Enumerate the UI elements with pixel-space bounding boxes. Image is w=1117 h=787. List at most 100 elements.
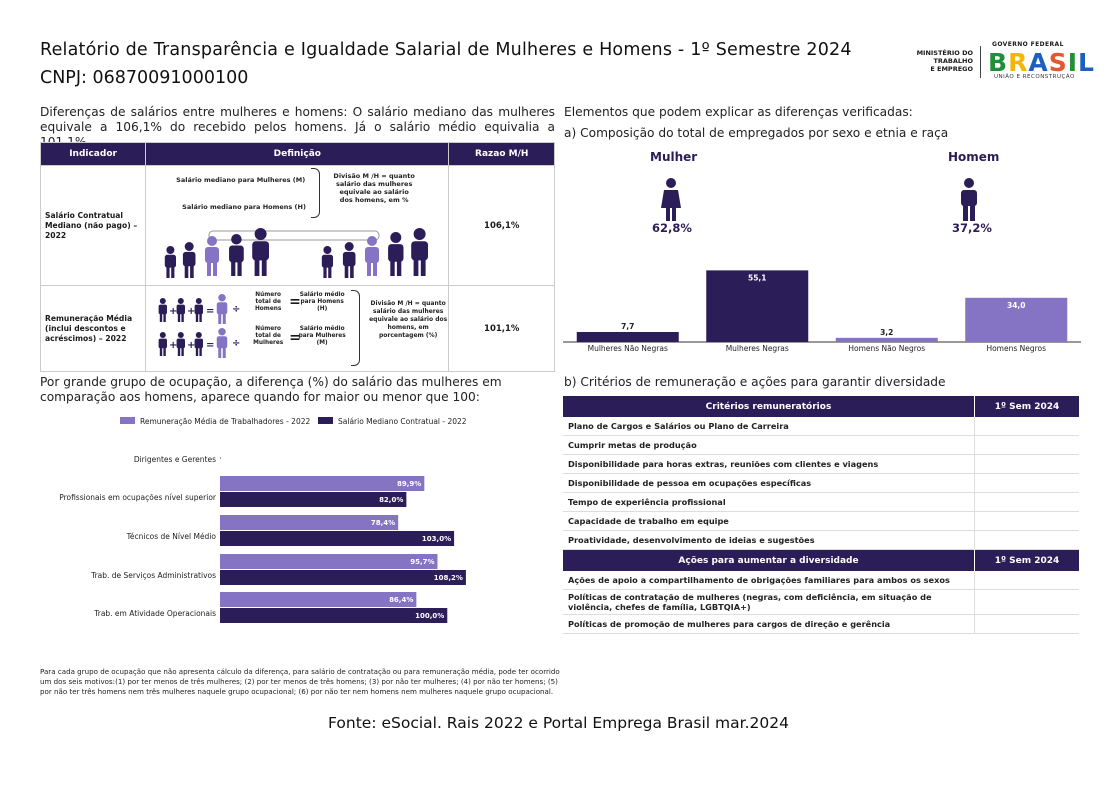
criteria-label: Capacidade de trabalho em equipe (563, 511, 975, 531)
equals-icon: = (289, 330, 301, 346)
criteria-value (974, 417, 1079, 436)
data-label: 82,0% (379, 496, 403, 504)
gov-slogan: UNIÃO E RECONSTRUÇÃO (994, 74, 1075, 80)
definition-mediano: Salário mediano para Mulheres (M) Salári… (145, 165, 450, 286)
num-mulheres: Número total de Mulheres (253, 326, 284, 346)
col-razao: Razao M/H (448, 142, 555, 166)
criteria-label: Cumprir metas de produção (563, 435, 975, 455)
category-label: Trab. em Atividade Operacionais (93, 609, 216, 618)
people-sum-icon: + + = ÷ + + = ÷ (158, 294, 241, 358)
table-row: Plano de Cargos e Salários ou Plano de C… (563, 417, 1079, 436)
col-definicao: Definição (145, 142, 450, 166)
table-row: Políticas de promoção de mulheres para c… (563, 614, 1079, 634)
data-label: 108,2% (434, 574, 463, 582)
bar (706, 270, 809, 342)
criteria-value (974, 435, 1079, 455)
mulher-pct: 62,8% (652, 221, 692, 235)
data-label: 3,2 (880, 328, 893, 337)
bar (220, 592, 417, 607)
criteria-label: Disponibilidade de pessoa em ocupações e… (563, 473, 975, 493)
bar (220, 492, 407, 507)
svg-text:÷: ÷ (232, 338, 240, 349)
legend-swatch (318, 417, 333, 424)
brace-icon (351, 290, 361, 366)
indicator-table: Indicador Definição Razao M/H Salário Co… (39, 142, 555, 372)
bar (576, 331, 679, 342)
section-a-title: a) Composição do total de empregados por… (564, 126, 949, 140)
svg-text:+: + (187, 340, 195, 351)
actions-value (974, 614, 1079, 634)
people-row-icon (164, 228, 429, 278)
razao-mediano: 106,1% (448, 165, 555, 286)
ministry-line: MINISTÉRIO DO (916, 49, 973, 57)
svg-text:÷: ÷ (232, 304, 240, 315)
homem-pct: 37,2% (952, 221, 992, 235)
svg-text:+: + (187, 306, 195, 317)
category-label: Homens Negros (986, 344, 1046, 353)
data-label: 103,0% (422, 535, 451, 543)
bar (220, 554, 438, 569)
ministry-line: E EMPREGO (930, 65, 973, 73)
criteria-label: Proatividade, desenvolvimento de ideias … (563, 530, 975, 550)
table-row: Capacidade de trabalho em equipe (563, 511, 1079, 531)
criteria-label: Plano de Cargos e Salários ou Plano de C… (563, 417, 975, 436)
table-row: Disponibilidade para horas extras, reuni… (563, 454, 1079, 474)
criteria-label: Tempo de experiência profissional (563, 492, 975, 512)
data-label: 7,7 (621, 322, 634, 331)
actions-value (974, 571, 1079, 590)
ministry-line: TRABALHO (933, 57, 973, 65)
category-label: Técnicos de Nível Médio (126, 532, 217, 541)
brace-icon (311, 168, 321, 218)
def-salario-homens: Salário mediano para Homens (H) (182, 203, 306, 211)
composition-chart: 7,7 Mulheres Não Negras 55,1 Mulheres Negra… (563, 270, 1081, 353)
actions-label: Ações de apoio a compartilhamento de obr… (563, 571, 975, 590)
indicator-mediano: Salário Contratual Mediano (não pago) – … (39, 165, 147, 286)
bar (965, 297, 1068, 342)
svg-text:=: = (206, 340, 214, 351)
category-label: Profissionais em ocupações nível superio… (59, 493, 217, 502)
data-label: 95,7% (410, 558, 434, 566)
legend-label: Salário Mediano Contratual - 2022 (338, 417, 467, 426)
sal-homens: Salário médio para Homens (H) (299, 292, 345, 312)
svg-text:+: + (169, 306, 177, 317)
col-indicador: Indicador (39, 142, 147, 166)
page-title: Relatório de Transparência e Igualdade S… (40, 40, 852, 60)
bar (835, 337, 938, 342)
man-icon (961, 178, 977, 221)
category-label: Dirigentes e Gerentes (134, 455, 216, 464)
gov-brasil-logo: BRASIL (988, 48, 1095, 77)
criteria-value (974, 454, 1079, 474)
table-row: Cumprir metas de produção (563, 435, 1079, 455)
data-label: 86,4% (389, 596, 413, 604)
svg-text:+: + (169, 340, 177, 351)
bar (220, 608, 448, 623)
actions-label: Políticas de contratação de mulheres (ne… (563, 589, 975, 615)
def-divisao: Divisão M /H = quanto salário das mulher… (333, 172, 415, 204)
criteria-header: Critérios remuneratórios (563, 396, 975, 417)
table-row: Disponibilidade de pessoa em ocupações e… (563, 473, 1079, 493)
sal-mulheres: Salário médio para Mulheres (M) (298, 326, 346, 346)
section-b-title: b) Critérios de remuneração e ações para… (564, 375, 946, 389)
criteria-table: Critérios remuneratórios 1º Sem 2024 Pla… (563, 396, 1079, 634)
table-row: Ações de apoio a compartilhamento de obr… (563, 571, 1079, 590)
ministry-logo: MINISTÉRIO DO TRABALHO E EMPREGO (913, 49, 973, 73)
actions-header: Ações para aumentar a diversidade (563, 549, 975, 571)
right-heading: Elementos que podem explicar as diferenç… (564, 105, 913, 119)
mulher-label: Mulher (650, 150, 698, 164)
data-label: 78,4% (371, 519, 395, 527)
svg-text:=: = (206, 306, 214, 317)
category-label: Homens Não Negros (848, 344, 925, 353)
logo-divider (980, 46, 981, 78)
actions-value (974, 589, 1079, 615)
num-homens: Número total de Homens (254, 292, 282, 312)
criteria-value (974, 492, 1079, 512)
definition-media: + + = ÷ + + = ÷ Número total de (145, 285, 450, 372)
actions-label: Políticas de promoção de mulheres para c… (563, 614, 975, 634)
criteria-value (974, 473, 1079, 493)
source-text: Fonte: eSocial. Rais 2022 e Portal Empre… (328, 714, 789, 732)
criteria-period: 1º Sem 2024 (974, 396, 1079, 417)
bar (220, 476, 425, 491)
table-row: Políticas de contratação de mulheres (ne… (563, 589, 1079, 615)
criteria-value (974, 530, 1079, 550)
indicator-media: Remuneração Média (inclui descontos e ac… (39, 285, 147, 372)
